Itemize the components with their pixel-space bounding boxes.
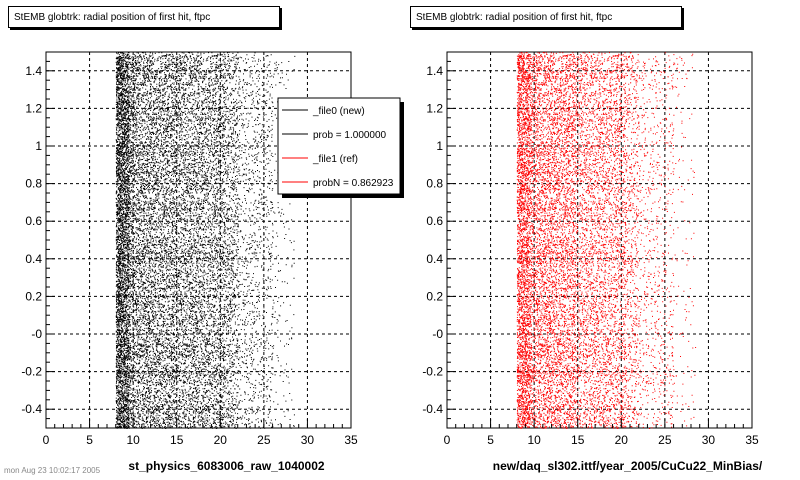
y-tick-label: 0.6 — [25, 214, 42, 228]
x-axis-label-right: new/daq_sl302.ittf/year_2005/CuCu22_MinB… — [493, 459, 763, 473]
y-tick-label: 0.8 — [25, 177, 42, 191]
legend-entry-label: prob = 1.000000 — [313, 130, 387, 141]
y-tick-label: 0.2 — [25, 289, 42, 303]
y-tick-label: -0.2 — [21, 365, 42, 379]
legend-box — [277, 97, 401, 195]
x-axis-label-left: st_physics_6083006_raw_1040002 — [128, 459, 324, 473]
y-tick-label: -0 — [432, 327, 443, 341]
x-tick-label: 0 — [43, 433, 50, 447]
x-tick-label: 5 — [487, 433, 494, 447]
y-tick-label: -0.2 — [422, 365, 443, 379]
x-tick-label: 0 — [444, 433, 451, 447]
x-tick-label: 35 — [344, 433, 358, 447]
y-tick-label: 0.4 — [426, 252, 443, 266]
x-tick-label: 20 — [214, 433, 228, 447]
y-tick-label: 0.8 — [426, 177, 443, 191]
plot-panel-right: 0 5 10 15 20 25 30 35 -0.4 -0.2 -0 0.2 0.4 0.6 0.8 1 1.2… — [422, 51, 763, 473]
y-tick-label: -0 — [31, 327, 42, 341]
x-tick-label: 25 — [658, 433, 672, 447]
x-tick-label: 10 — [126, 433, 140, 447]
chart-title-right: StEMB globtrk: radial position of first … — [410, 6, 682, 28]
y-tick-label: 1 — [35, 139, 42, 153]
y-tick-label: 1.2 — [25, 101, 42, 115]
chart-title-left: StEMB globtrk: radial position of first … — [8, 6, 280, 28]
x-tick-label: 10 — [527, 433, 541, 447]
axes-left: 0 5 10 15 20 25 30 35 -0.4 -0.2 -0 0.2 0.4 0.6 0.8 1 1.2… — [21, 51, 358, 447]
y-tick-label: 0.6 — [426, 214, 443, 228]
y-tick-label: 1 — [436, 139, 443, 153]
grid-right — [447, 52, 752, 428]
x-tick-label: 15 — [571, 433, 585, 447]
x-tick-label: 20 — [615, 433, 629, 447]
x-tick-label: 25 — [257, 433, 271, 447]
y-tick-label: 1.4 — [25, 64, 42, 78]
y-tick-label: 0.4 — [25, 252, 42, 266]
footer-timestamp: mon Aug 23 10:02:17 2005 — [4, 466, 101, 475]
x-tick-label: 35 — [745, 433, 759, 447]
axes-right: 0 5 10 15 20 25 30 35 -0.4 -0.2 -0 0.2 0.4 0.6 0.8 1 1.2… — [422, 51, 759, 447]
y-tick-label: -0.4 — [21, 402, 42, 416]
y-tick-label: 0.2 — [426, 289, 443, 303]
y-tick-label: 1.2 — [426, 101, 443, 115]
legend-entry-label: _file0 (new) — [312, 106, 365, 117]
x-tick-label: 30 — [301, 433, 315, 447]
x-tick-label: 5 — [86, 433, 93, 447]
y-tick-label: 1.4 — [426, 64, 443, 78]
x-tick-label: 30 — [702, 433, 716, 447]
x-tick-label: 15 — [170, 433, 184, 447]
legend-entry-label: _file1 (ref) — [312, 154, 358, 165]
y-tick-label: -0.4 — [422, 402, 443, 416]
legend-entry-label: probN = 0.862923 — [313, 178, 394, 189]
legend: _file0 (new) prob = 1.000000 _file1 (ref) p… — [277, 97, 404, 198]
